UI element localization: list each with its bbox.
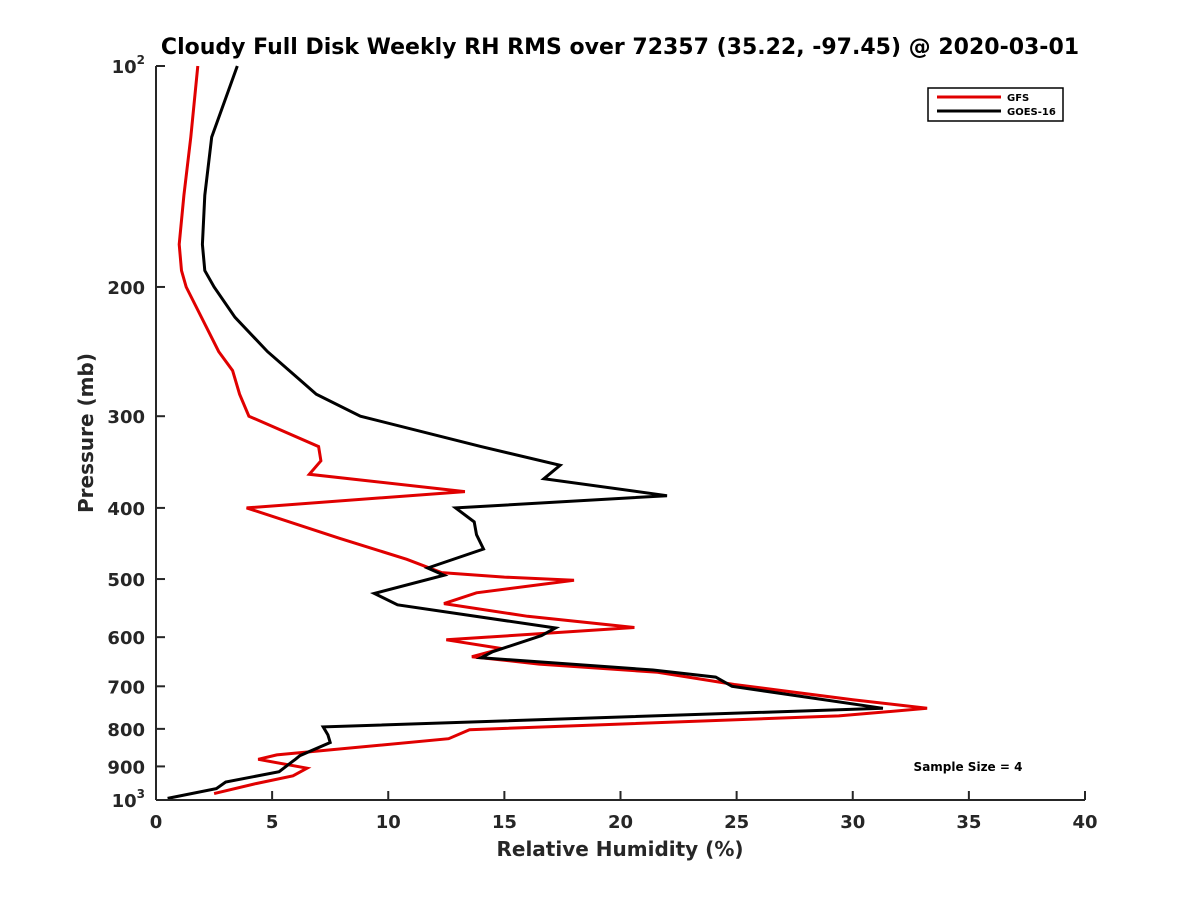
x-tick-label: 30 [840, 812, 865, 833]
y-tick-label: 103 [112, 787, 145, 812]
series-layer [167, 65, 928, 800]
y-tick-label: 600 [107, 628, 145, 649]
y-tick-label: 900 [107, 757, 145, 778]
sample-size-annotation: Sample Size = 4 [914, 760, 1023, 774]
y-tick-label: 400 [107, 499, 145, 520]
y-tick-label: 300 [107, 407, 145, 428]
x-tick-label: 25 [724, 812, 749, 833]
chart-title: Cloudy Full Disk Weekly RH RMS over 7235… [161, 35, 1079, 60]
x-tick-label: 20 [608, 812, 633, 833]
legend-label: GFS [1007, 93, 1029, 104]
x-tick-label: 15 [492, 812, 517, 833]
y-axis-label: Pressure (mb) [74, 353, 98, 513]
series-line-goes-16 [167, 65, 884, 800]
x-tick-label: 40 [1072, 812, 1097, 833]
x-tick-label: 10 [376, 812, 401, 833]
x-tick-label: 5 [266, 812, 279, 833]
x-axis-ticks: 0 5 10 15 20 25 30 35 40 [150, 791, 1098, 833]
x-axis-label: Relative Humidity (%) [496, 837, 743, 861]
y-tick-label: 800 [107, 720, 145, 741]
series-line-gfs [177, 65, 928, 796]
y-tick-label: 700 [107, 677, 145, 698]
legend-box [927, 87, 1064, 122]
legend: GFS GOES-16 [927, 87, 1064, 122]
y-tick-label: 200 [107, 278, 145, 299]
legend-items: GFS GOES-16 [937, 93, 1056, 118]
x-tick-label: 35 [956, 812, 981, 833]
y-axis-ticks: 102 200 300 400 500 600 700 800 900 103 [107, 53, 165, 812]
legend-label: GOES-16 [1007, 107, 1056, 118]
y-tick-label: 102 [112, 53, 145, 78]
y-tick-label: 500 [107, 570, 145, 591]
axes-layer [155, 66, 1085, 801]
x-tick-label: 0 [150, 812, 163, 833]
